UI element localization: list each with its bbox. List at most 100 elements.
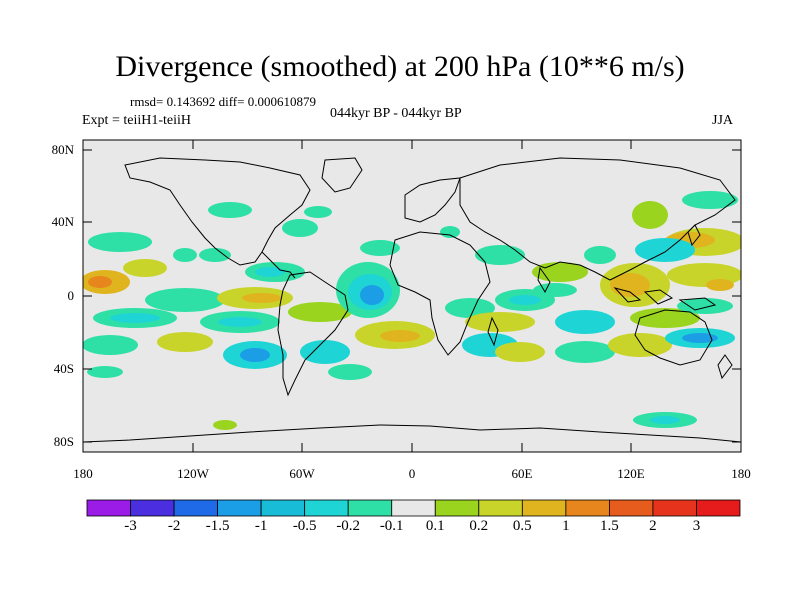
colorbar-swatch xyxy=(217,499,262,517)
field-patch xyxy=(213,420,237,430)
colorbar-label: 0.2 xyxy=(469,518,489,534)
europe-coast xyxy=(404,177,461,223)
field-patch xyxy=(555,310,615,334)
colorbar-label: 3 xyxy=(692,518,701,534)
field-patch xyxy=(635,238,695,262)
field-patch xyxy=(199,248,231,262)
field-patch xyxy=(650,416,680,424)
field-patch xyxy=(677,298,733,314)
colorbar-swatch xyxy=(652,499,697,517)
field-patch xyxy=(300,340,350,364)
divergence-field xyxy=(83,191,741,430)
field-patch xyxy=(157,332,213,352)
colorbar-label: -2 xyxy=(167,518,181,534)
colorbar-label: 2 xyxy=(649,518,657,534)
field-patch xyxy=(145,288,225,312)
x-tick-label: 180 xyxy=(731,466,751,481)
y-tick-label: 80N xyxy=(51,142,74,157)
field-patch xyxy=(465,312,535,332)
colorbar xyxy=(86,499,741,517)
colorbar-swatch xyxy=(130,499,175,517)
period-label: 044kyr BP - 044kyr BP xyxy=(330,106,462,121)
field-patch xyxy=(88,276,112,288)
south-america-coast xyxy=(277,271,349,397)
field-patch xyxy=(509,295,541,305)
field-patch xyxy=(304,206,332,218)
colorbar-swatch xyxy=(347,499,393,517)
central-america-coast xyxy=(261,251,296,279)
africa-coast xyxy=(389,231,491,356)
field-patch xyxy=(88,232,152,252)
colorbar-label: -3 xyxy=(124,518,137,534)
field-patch xyxy=(380,330,420,342)
colorbar-swatch xyxy=(391,499,436,517)
x-tick-label: 0 xyxy=(408,466,416,481)
field-patch xyxy=(360,240,400,256)
colorbar-swatch xyxy=(609,499,654,517)
y-tick-label: 40S xyxy=(53,361,74,376)
colorbar-swatch xyxy=(565,499,610,517)
field-patch xyxy=(445,298,495,318)
field-patch xyxy=(288,302,352,322)
experiment-label: Expt = teiiH1-teiiH xyxy=(82,113,191,128)
field-patch xyxy=(495,342,545,362)
x-tick-label: 120W xyxy=(177,466,209,481)
y-tick-label: 40N xyxy=(51,214,74,229)
field-patch xyxy=(240,348,270,362)
field-patch xyxy=(584,246,616,264)
madagascar-coast xyxy=(487,316,499,347)
colorbar-label: 0.5 xyxy=(512,518,532,534)
field-patch xyxy=(475,245,525,265)
field-patch xyxy=(555,341,615,363)
colorbar-swatch xyxy=(260,499,306,517)
colorbar-label: -0.2 xyxy=(336,518,361,534)
field-patch xyxy=(632,201,668,229)
field-patch xyxy=(328,364,372,380)
asia-coast xyxy=(459,157,736,281)
axis-ticks xyxy=(82,140,742,452)
colorbar-label: -0.1 xyxy=(379,518,404,534)
field-patch xyxy=(282,219,318,237)
field-patch xyxy=(110,313,160,323)
colorbar-label: 1 xyxy=(562,518,570,534)
field-patch xyxy=(630,308,700,328)
colorbar-label: -1 xyxy=(254,518,268,534)
colorbar-label: -1.5 xyxy=(205,518,230,534)
new-zealand-coast xyxy=(717,354,733,380)
colorbar-swatch xyxy=(521,499,567,517)
colorbar-swatch xyxy=(478,499,523,517)
x-tick-label: 60E xyxy=(511,466,533,481)
india-coast xyxy=(537,266,551,294)
colorbar-swatch xyxy=(434,499,480,517)
x-tick-label: 120E xyxy=(617,466,645,481)
colorbar-swatch xyxy=(173,499,219,517)
stats-text: rmsd= 0.143692 diff= 0.000610879 xyxy=(130,94,316,109)
map-title: Divergence (smoothed) at 200 hPa (10**6 … xyxy=(115,50,685,83)
antarctica-coast xyxy=(83,424,741,443)
field-patch xyxy=(173,248,197,262)
indonesia-coast xyxy=(613,287,717,311)
japan-coast xyxy=(687,224,701,247)
field-patch xyxy=(360,285,384,305)
field-patch xyxy=(440,226,460,238)
field-patch xyxy=(608,333,672,357)
field-patch xyxy=(83,335,138,355)
field-patch xyxy=(706,279,734,291)
x-tick-label: 180 xyxy=(73,466,93,481)
field-patch xyxy=(242,293,282,303)
colorbar-swatch xyxy=(696,499,741,517)
x-tick-label: 60W xyxy=(289,466,315,481)
field-patch xyxy=(87,366,123,378)
colorbar-label: 0.1 xyxy=(425,518,445,534)
y-tick-label: 80S xyxy=(53,434,74,449)
colorbar-swatch xyxy=(304,499,349,517)
colorbar-label: -0.5 xyxy=(292,518,317,534)
field-patch xyxy=(208,202,252,218)
field-patch xyxy=(255,267,285,277)
greenland-coast xyxy=(321,157,363,193)
colorbar-label: 1.5 xyxy=(600,518,619,534)
field-patch xyxy=(610,273,650,297)
y-tick-label: 0 xyxy=(67,288,75,303)
field-patch xyxy=(682,191,738,209)
